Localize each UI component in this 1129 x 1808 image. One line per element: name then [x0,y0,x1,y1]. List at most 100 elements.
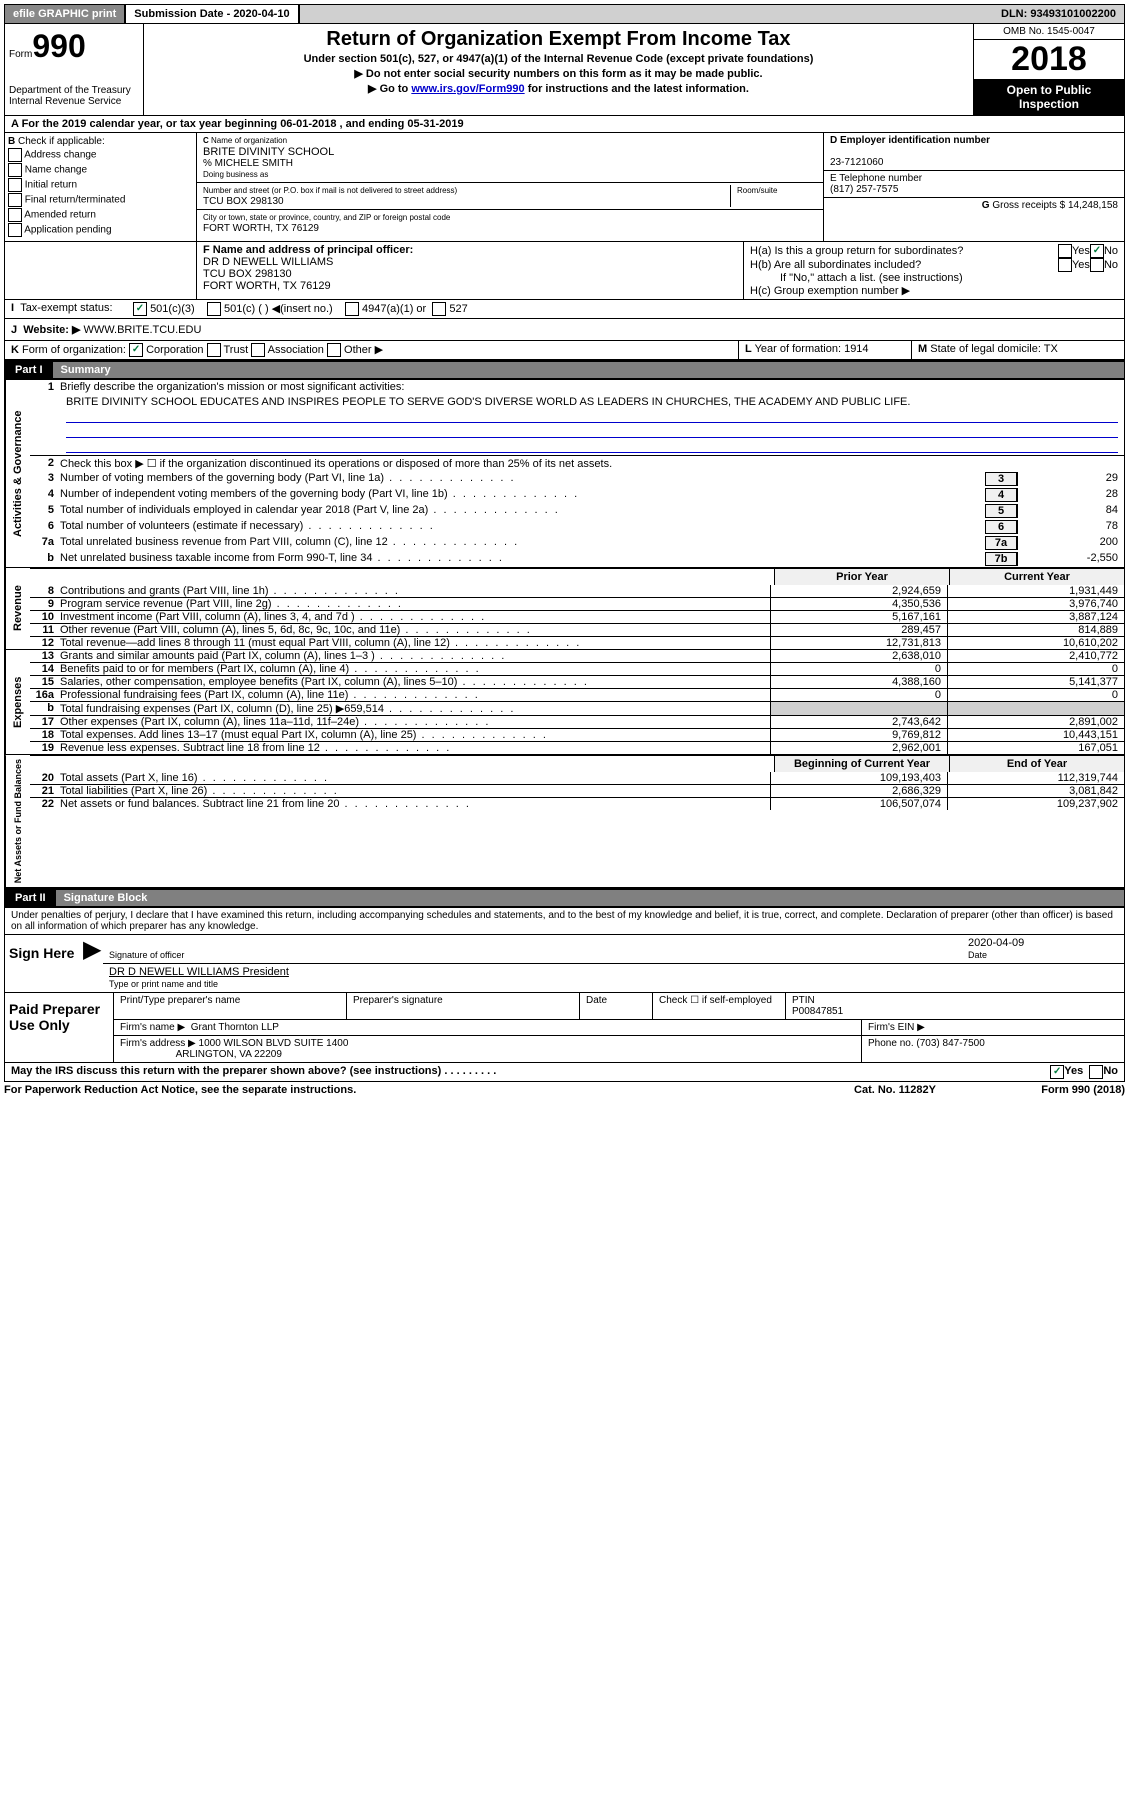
form-title: Return of Organization Exempt From Incom… [148,28,969,51]
ha-yes-checkbox[interactable] [1058,244,1072,258]
part1-title: Summary [53,362,1124,378]
financial-line: 13Grants and similar amounts paid (Part … [30,650,1124,662]
part1-header: Part I Summary [4,360,1125,380]
preparer-row-1: Print/Type preparer's name Preparer's si… [114,993,1124,1020]
revenue-label: Revenue [5,568,30,649]
discuss-yes-checkbox[interactable]: ✓ [1050,1065,1064,1079]
topbar: efile GRAPHIC print Submission Date - 20… [4,4,1125,24]
box-i-row: I Tax-exempt status: ✓ 501(c)(3) 501(c) … [4,300,1125,319]
financial-line: 12Total revenue—add lines 8 through 11 (… [30,636,1124,649]
klm-row: K Form of organization: ✓ Corporation Tr… [4,341,1125,360]
financial-line: 15Salaries, other compensation, employee… [30,675,1124,688]
box-e: E Telephone number (817) 257-7575 [824,171,1124,198]
current-year-header: Current Year [949,569,1124,585]
firm-name: Grant Thornton LLP [191,1022,279,1033]
footer-note: For Paperwork Reduction Act Notice, see … [4,1082,1125,1098]
care-of: % MICHELE SMITH [203,158,293,169]
ha-no-checkbox[interactable]: ✓ [1090,244,1104,258]
activities-section: Activities & Governance 1Briefly describ… [4,380,1125,568]
period-row: A For the 2019 calendar year, or tax yea… [4,116,1125,133]
begin-year-header: Beginning of Current Year [774,756,949,772]
preparer-block: Paid Preparer Use Only Print/Type prepar… [4,993,1125,1063]
part2-num: Part II [5,890,56,906]
officer-name-row: DR D NEWELL WILLIAMS President Type or p… [103,964,1124,992]
box-m: M State of legal domicile: TX [912,341,1124,359]
checkbox[interactable] [8,178,22,192]
net-header: Beginning of Current Year End of Year [30,755,1124,772]
ptin: P00847851 [792,1006,843,1017]
info-grid: B Check if applicable: Address change Na… [4,133,1125,242]
other-checkbox[interactable] [327,343,341,357]
discuss-row: May the IRS discuss this return with the… [4,1063,1125,1082]
box-k: K Form of organization: ✓ Corporation Tr… [5,341,739,359]
org-name-box: C Name of organization BRITE DIVINITY SC… [197,133,823,183]
form-subtitle: Under section 501(c), 527, or 4947(a)(1)… [148,53,969,65]
pc-header: Prior Year Current Year [30,568,1124,585]
discuss-no-checkbox[interactable] [1089,1065,1103,1079]
inspection-badge: Open to Public Inspection [974,79,1124,115]
efile-button[interactable]: efile GRAPHIC print [5,5,126,23]
address-box: Number and street (or P.O. box if mail i… [197,183,823,210]
financial-line: 11Other revenue (Part VIII, column (A), … [30,623,1124,636]
financial-line: 19Revenue less expenses. Subtract line 1… [30,741,1124,754]
officer-addr: TCU BOX 298130 [203,268,292,280]
financial-line: 22Net assets or fund balances. Subtract … [30,797,1124,810]
assoc-checkbox[interactable] [251,343,265,357]
box-j-row: J Website: ▶ WWW.BRITE.TCU.EDU [4,319,1125,341]
financial-line: 10Investment income (Part VIII, column (… [30,610,1124,623]
header-center: Return of Organization Exempt From Incom… [144,24,974,115]
netassets-label: Net Assets or Fund Balances [5,755,30,887]
omb-number: OMB No. 1545-0047 [974,24,1124,40]
financial-line: 9Program service revenue (Part VIII, lin… [30,597,1124,610]
box-l: L Year of formation: 1914 [739,341,912,359]
checkbox[interactable] [8,223,22,237]
checkbox[interactable] [8,193,22,207]
summary-line: 5Total number of individuals employed in… [30,503,1124,519]
form-header: Form990 Department of the Treasury Inter… [4,24,1125,116]
box-d: D Employer identification number 23-7121… [824,133,1124,171]
hb-no-checkbox[interactable] [1090,258,1104,272]
checkbox[interactable] [8,163,22,177]
netassets-section: Net Assets or Fund Balances Beginning of… [4,755,1125,888]
form-number: 990 [32,28,85,64]
department: Department of the Treasury Internal Reve… [9,85,139,107]
box-h: H(a) Is this a group return for subordin… [744,242,1124,299]
trust-checkbox[interactable] [207,343,221,357]
preparer-row-2: Firm's name ▶ Grant Thornton LLP Firm's … [114,1020,1124,1036]
summary-line: 7aTotal unrelated business revenue from … [30,535,1124,551]
501c-checkbox[interactable] [207,302,221,316]
501c3-checkbox[interactable]: ✓ [133,302,147,316]
checkbox[interactable] [8,208,22,222]
city-box: City or town, state or province, country… [197,210,823,236]
4947-checkbox[interactable] [345,302,359,316]
street-address: TCU BOX 298130 [203,196,284,207]
financial-line: 8Contributions and grants (Part VIII, li… [30,585,1124,597]
form990-link[interactable]: www.irs.gov/Form990 [411,83,524,95]
paperwork-notice: For Paperwork Reduction Act Notice, see … [4,1084,805,1096]
checkable-item: Initial return [8,178,193,192]
box-g: G Gross receipts $ 14,248,158 [824,198,1124,213]
part1-num: Part I [5,362,53,378]
527-checkbox[interactable] [432,302,446,316]
firm-address: 1000 WILSON BLVD SUITE 1400 [199,1038,349,1049]
dln-number: DLN: 93493101002200 [993,5,1124,23]
fh-row: F Name and address of principal officer:… [4,242,1125,300]
officer-city: FORT WORTH, TX 76129 [203,280,331,292]
sign-here-label: Sign Here [5,935,83,992]
checkbox[interactable] [8,148,22,162]
sign-date: 2020-04-09 [968,937,1024,949]
header-right: OMB No. 1545-0047 2018 Open to Public In… [974,24,1124,115]
corp-checkbox[interactable]: ✓ [129,343,143,357]
note-goto: ▶ Go to www.irs.gov/Form990 for instruct… [148,82,969,95]
ein: 23-7121060 [830,157,883,168]
city-state-zip: FORT WORTH, TX 76129 [203,223,319,234]
penalties-text: Under penalties of perjury, I declare th… [4,908,1125,935]
financial-line: 17Other expenses (Part IX, column (A), l… [30,715,1124,728]
sign-arrow-icon: ▶ [83,936,101,963]
org-name: BRITE DIVINITY SCHOOL [203,146,334,158]
hb-yes-checkbox[interactable] [1058,258,1072,272]
summary-line: 6Total number of volunteers (estimate if… [30,519,1124,535]
underline-1 [66,410,1118,423]
form-footer: Form 990 (2018) [985,1084,1125,1096]
underline-2 [66,425,1118,438]
